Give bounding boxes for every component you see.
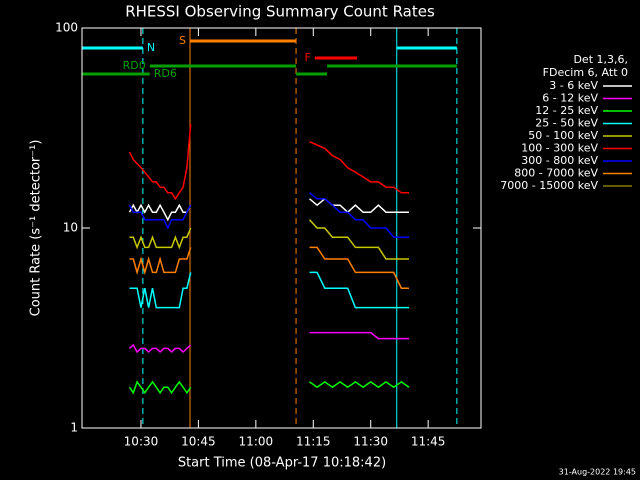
legend-label: 100 - 300 keV [521, 142, 598, 155]
legend-label: 12 - 25 keV [535, 104, 598, 117]
legend-header: Det 1,3,6, [573, 53, 628, 66]
legend-label: 25 - 50 keV [535, 117, 598, 130]
series-line [129, 271, 409, 309]
y-tick-label: 1 [70, 421, 78, 435]
legend-label: 3 - 6 keV [549, 79, 598, 92]
x-tick-label: 11:15 [296, 435, 331, 449]
y-axis-label: Count Rate (s⁻¹ detector⁻¹) [29, 140, 44, 317]
legend-label: 300 - 800 keV [521, 154, 598, 167]
y-tick-label: 10 [63, 221, 78, 235]
annotation-label: RD6 [154, 67, 177, 80]
x-tick-label: 11:30 [353, 435, 388, 449]
annotation-label: RD0 [123, 59, 146, 72]
legend-label: 50 - 100 keV [528, 129, 598, 142]
series-line [129, 219, 409, 260]
legend-label: 6 - 12 keV [542, 92, 598, 105]
x-tick-label: 11:45 [411, 435, 446, 449]
legend-header: FDecim 6, Att 0 [543, 66, 628, 79]
chart-title: RHESSI Observing Summary Count Rates [125, 3, 435, 21]
annotation-label: F [304, 51, 310, 64]
annotation-label: S [179, 34, 186, 47]
x-tick-label: 10:45 [181, 435, 216, 449]
series-line [128, 124, 409, 201]
series-line [128, 380, 410, 395]
series-line [128, 331, 409, 354]
x-axis-label: Start Time (08-Apr-17 10:18:42) [178, 456, 386, 471]
annotation-label: N [147, 41, 155, 54]
y-tick-label: 100 [55, 21, 78, 35]
footer: 31-Aug-2022 19:45 [559, 468, 636, 477]
legend-label: 7000 - 15000 keV [500, 179, 598, 192]
x-tick-label: 10:30 [124, 435, 159, 449]
legend-label: 800 - 7000 keV [514, 167, 598, 180]
series-line [129, 246, 409, 289]
series-line [128, 192, 409, 238]
x-tick-label: 11:00 [239, 435, 274, 449]
